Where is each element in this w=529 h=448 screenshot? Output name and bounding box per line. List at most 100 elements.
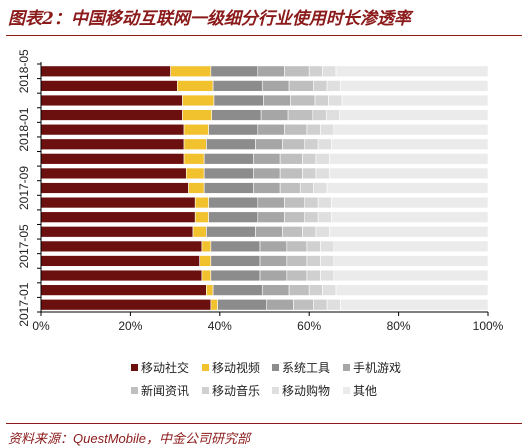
bar-segment (286, 240, 308, 253)
bar-segment (40, 109, 183, 121)
bar-segment (212, 80, 263, 92)
legend-label: 其他 (353, 384, 377, 398)
bar-segment (261, 284, 290, 296)
bar-segment (40, 182, 189, 194)
bar-segment (203, 167, 254, 180)
bar-segment (314, 94, 329, 107)
legend-swatch (272, 387, 279, 394)
bar-segment (313, 182, 328, 194)
bar-segment (322, 284, 337, 296)
bar-segment (333, 255, 489, 267)
bar-segment (217, 299, 268, 311)
legend-swatch (131, 387, 138, 394)
bar-segment (299, 182, 314, 194)
bar-segment (306, 255, 321, 267)
legend-label: 新闻资讯 (141, 383, 189, 398)
bar-segment (313, 299, 328, 311)
bar-segment (257, 196, 285, 209)
x-tick-label: 0% (32, 319, 50, 333)
legend-label: 移动购物 (282, 383, 330, 398)
bar-segment (335, 284, 489, 296)
bar-segment (279, 153, 303, 165)
bar-segment (199, 255, 212, 267)
bar-segment (206, 138, 256, 150)
bar-segment (320, 123, 335, 136)
bar-segment (260, 109, 289, 121)
bar-segment (315, 226, 330, 238)
bar-segment (40, 80, 178, 92)
bar-segment (329, 226, 489, 238)
bar-segment (40, 299, 212, 311)
stacked-bar-chart: 0% 20% 40% 60% 80% 100% 2017-01 2017-05 2017-09 2… (17, 49, 504, 398)
bar-segment (257, 211, 285, 223)
bar-segment (326, 80, 341, 92)
bar-segment (340, 80, 489, 92)
bar-segment (208, 211, 259, 223)
bar-segment (261, 80, 290, 92)
bar-segment (259, 269, 288, 282)
bar-segment (288, 284, 310, 296)
bar-segment (257, 123, 285, 136)
bar-segment (302, 167, 317, 180)
bar-segment (194, 211, 209, 223)
legend-label: 移动视频 (212, 360, 260, 375)
bar-segment (183, 153, 205, 165)
bar-segment (40, 196, 196, 209)
x-tick-label: 80% (387, 319, 411, 333)
bar-segment (255, 138, 283, 150)
bar-segment (40, 123, 185, 136)
bar-segment (320, 255, 335, 267)
legend-swatch (202, 387, 209, 394)
bar-segment (325, 109, 341, 121)
x-tick-label: 100% (473, 319, 504, 333)
bar-segment (320, 240, 335, 253)
legend-swatch (343, 364, 350, 371)
bar-segment (40, 153, 185, 165)
bar-segment (40, 284, 207, 296)
bar-segment (182, 94, 215, 107)
bar-segment (286, 269, 308, 282)
bar-segment (284, 65, 310, 77)
bar-segment (331, 196, 489, 209)
source-text: QuestMobile，中金公司研究部 (73, 431, 250, 446)
bar-segment (293, 299, 314, 311)
bar-segment (340, 299, 489, 311)
bar-segment (279, 182, 301, 194)
bar-segment (40, 65, 171, 77)
bar-segment (304, 138, 319, 150)
bar-segment (306, 240, 321, 253)
legend-label: 移动音乐 (212, 383, 260, 398)
bar-segment (210, 255, 261, 267)
y-tick-label: 2017-05 (17, 224, 31, 268)
bar-segment (317, 211, 332, 223)
legend-swatch (272, 364, 279, 371)
bar-segment (208, 123, 259, 136)
bar-segment (312, 109, 327, 121)
bar-segment (328, 94, 343, 107)
bar-segment (322, 65, 337, 77)
bar-segment (177, 80, 214, 92)
legend-swatch (343, 387, 350, 394)
bar-segment (40, 255, 200, 267)
bar-segment (308, 284, 323, 296)
bar-segment (304, 211, 319, 223)
bar-segment (315, 167, 330, 180)
legend-swatch (202, 364, 209, 371)
bar-segment (40, 240, 203, 253)
bar-segment (282, 138, 306, 150)
chart-title: 图表2：中国移动互联网一级细分行业使用时长渗透率 (8, 9, 411, 29)
bar-segment (40, 269, 203, 282)
bar-segment (206, 226, 256, 238)
bar-segment (333, 240, 489, 253)
bar-segment (183, 123, 209, 136)
bar-segment (290, 94, 316, 107)
legend-swatch (131, 364, 138, 371)
bar-segment (331, 138, 489, 150)
bar-segment (255, 226, 283, 238)
bar-segment (194, 196, 209, 209)
bar-segment (284, 211, 306, 223)
y-tick-label: 2017-09 (17, 166, 31, 210)
bar-segment (326, 299, 341, 311)
bar-segment (339, 109, 489, 121)
bar-segment (279, 167, 303, 180)
